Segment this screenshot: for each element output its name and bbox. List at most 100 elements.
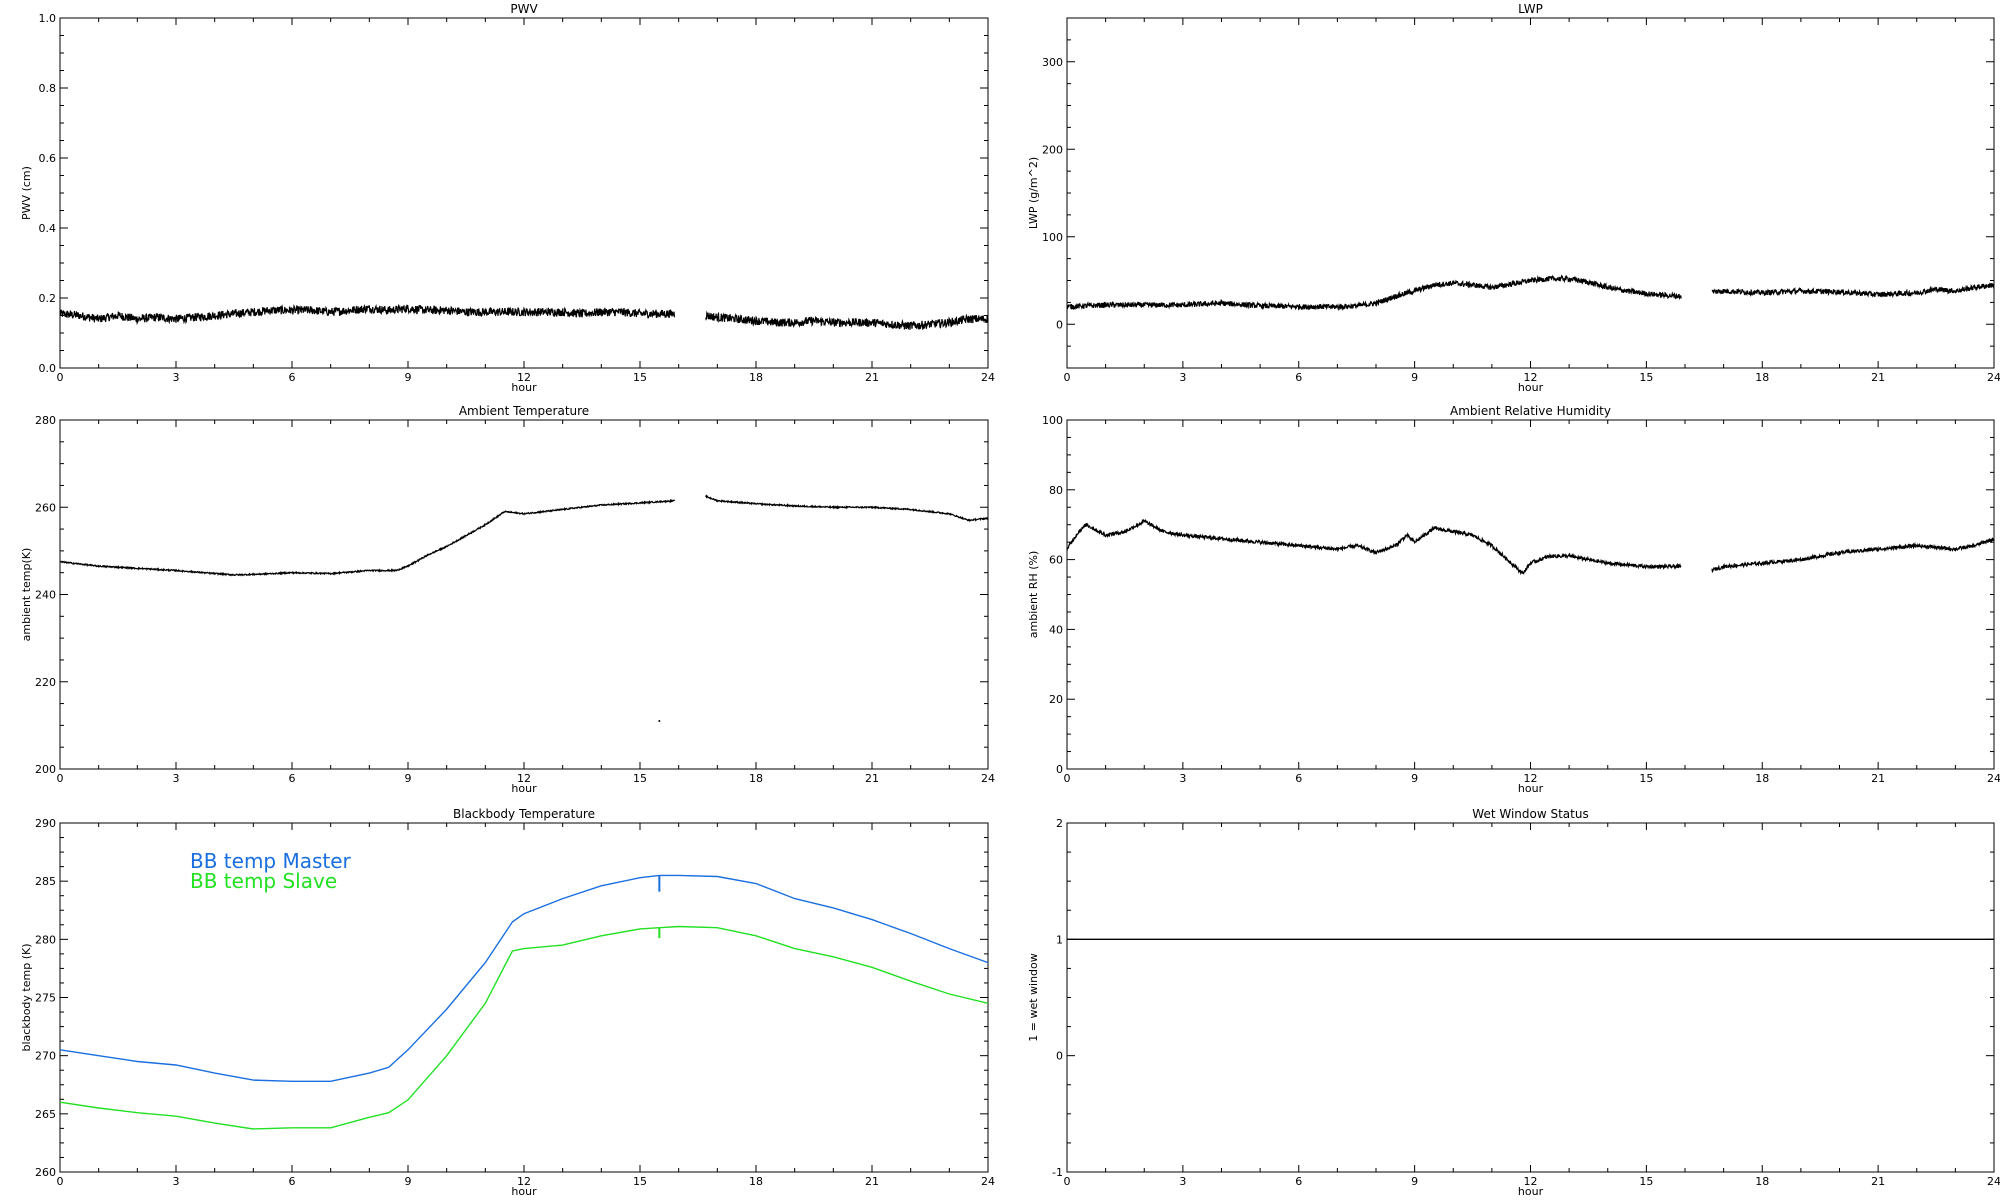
y-tick-label: 200 <box>35 763 56 776</box>
y-tick-label: 1.0 <box>39 12 57 25</box>
y-tick-label: 270 <box>35 1050 56 1063</box>
x-tick-label: 6 <box>1295 772 1302 785</box>
x-tick-label: 18 <box>749 1175 763 1188</box>
x-tick-label: 3 <box>173 1175 180 1188</box>
chart-panel-0: PWV 0 3 6 9 12 15 18 21 24 hour 0.0 0.2 0.4 0.6 0.8 1.0 P… <box>20 2 995 394</box>
y-tick-label: 0 <box>1056 318 1063 331</box>
x-tick-label: 21 <box>865 371 879 384</box>
series-line <box>59 925 989 1130</box>
series-line <box>1066 518 1682 576</box>
chart-title: LWP <box>1518 2 1543 16</box>
x-tick-label: 15 <box>633 772 647 785</box>
x-tick-label: 6 <box>289 772 296 785</box>
x-tick-label: 9 <box>1411 772 1418 785</box>
chart-panel-3: Ambient Relative Humidity 0 3 6 9 12 15 18 21 24 h… <box>1027 404 2000 795</box>
x-tick-label: 3 <box>1179 371 1186 384</box>
x-tick-label: 15 <box>1639 1175 1653 1188</box>
x-tick-label: 21 <box>1871 371 1885 384</box>
y-tick-label: 100 <box>1042 231 1063 244</box>
x-tick-label: 12 <box>517 371 531 384</box>
y-tick-label: 300 <box>1042 56 1063 69</box>
y-tick-label: 0.4 <box>39 222 57 235</box>
x-tick-label: 24 <box>1987 772 2000 785</box>
x-tick-label: 18 <box>1755 772 1769 785</box>
x-axis-label: hour <box>511 1185 537 1198</box>
x-tick-label: 24 <box>981 772 995 785</box>
x-axis-label: hour <box>1518 381 1544 394</box>
x-tick-label: 0 <box>1064 1175 1071 1188</box>
chart-title: Ambient Temperature <box>459 404 589 418</box>
x-tick-label: 0 <box>1064 371 1071 384</box>
y-axis-label: ambient temp(K) <box>20 548 33 642</box>
x-tick-label: 3 <box>1179 772 1186 785</box>
y-tick-label: 200 <box>1042 143 1063 156</box>
x-tick-label: 0 <box>57 371 64 384</box>
series-line <box>1066 274 1682 312</box>
chart-panel-4: Blackbody Temperature 0 3 6 9 12 15 18 21 24 hour 2… <box>20 807 995 1198</box>
series-line <box>705 310 989 331</box>
y-tick-label: 1 <box>1056 933 1063 946</box>
x-axis-label: hour <box>1518 782 1544 795</box>
x-tick-label: 9 <box>1411 371 1418 384</box>
x-tick-label: 6 <box>1295 371 1302 384</box>
y-axis-label: ambient RH (%) <box>1027 551 1040 639</box>
y-tick-label: 240 <box>35 589 56 602</box>
y-tick-label: 2 <box>1056 817 1063 830</box>
x-tick-label: 12 <box>517 772 531 785</box>
y-tick-label: 0 <box>1056 1050 1063 1063</box>
series-line <box>59 303 676 326</box>
series-line <box>705 494 989 523</box>
x-tick-label: 15 <box>1639 772 1653 785</box>
x-tick-label: 15 <box>1639 371 1653 384</box>
y-tick-label: 265 <box>35 1108 56 1121</box>
chart-title: Blackbody Temperature <box>453 807 595 821</box>
x-tick-label: 24 <box>981 1175 995 1188</box>
y-axis-label: PWV (cm) <box>20 166 33 220</box>
y-axis-label: blackbody temp (K) <box>20 944 33 1052</box>
y-tick-label: 0 <box>1056 763 1063 776</box>
x-tick-label: 18 <box>749 772 763 785</box>
x-tick-label: 0 <box>57 1175 64 1188</box>
x-tick-label: 0 <box>1064 772 1071 785</box>
y-axis-label: LWP (g/m^2) <box>1027 157 1040 229</box>
x-tick-label: 12 <box>517 1175 531 1188</box>
y-tick-label: 0.0 <box>39 362 57 375</box>
series-line <box>1711 537 1995 574</box>
x-tick-label: 9 <box>405 772 412 785</box>
chart-title: Wet Window Status <box>1472 807 1588 821</box>
y-tick-label: 275 <box>35 992 56 1005</box>
y-tick-label: 260 <box>35 1166 56 1179</box>
x-tick-label: 9 <box>405 371 412 384</box>
x-tick-label: 3 <box>173 772 180 785</box>
chart-title: Ambient Relative Humidity <box>1450 404 1611 418</box>
plot-frame <box>59 419 989 770</box>
plot-frame <box>1066 17 1995 369</box>
y-tick-label: 0.8 <box>39 82 57 95</box>
x-tick-label: 0 <box>57 772 64 785</box>
y-tick-label: 0.2 <box>39 292 57 305</box>
x-tick-label: 15 <box>633 1175 647 1188</box>
x-tick-label: 3 <box>1179 1175 1186 1188</box>
series-line <box>60 498 676 577</box>
plot-frame <box>1066 822 1995 1173</box>
x-tick-label: 9 <box>1411 1175 1418 1188</box>
x-tick-label: 21 <box>865 1175 879 1188</box>
y-axis-label: 1 = wet window <box>1027 953 1040 1042</box>
y-tick-label: 220 <box>35 676 56 689</box>
x-tick-label: 18 <box>1755 1175 1769 1188</box>
legend-entry: BB temp Master <box>190 849 352 873</box>
x-tick-label: 21 <box>1871 772 1885 785</box>
y-tick-label: 290 <box>35 817 56 830</box>
data-point <box>658 720 661 723</box>
x-axis-label: hour <box>511 782 537 795</box>
y-tick-label: 260 <box>35 501 56 514</box>
x-tick-label: 24 <box>1987 371 2000 384</box>
x-axis-label: hour <box>1518 1185 1544 1198</box>
y-tick-label: 40 <box>1049 623 1063 636</box>
x-tick-label: 3 <box>173 371 180 384</box>
x-tick-label: 9 <box>405 1175 412 1188</box>
x-tick-label: 12 <box>1524 772 1538 785</box>
y-tick-label: 280 <box>35 933 56 946</box>
